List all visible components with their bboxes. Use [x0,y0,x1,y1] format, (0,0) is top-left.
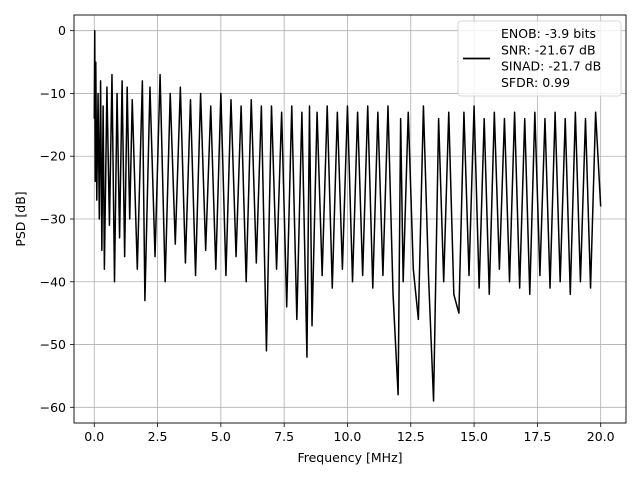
y-tick-label: −20 [40,149,66,164]
series-layer [93,29,602,402]
y-tick-label: −60 [40,400,66,415]
y-axis-label: PSD [dB] [13,191,28,246]
y-tick-label: −10 [40,86,66,101]
x-tick-label: 10.0 [334,429,362,444]
y-tick-label: −30 [40,212,66,227]
x-tick-label: 7.5 [274,429,294,444]
legend: ENOB: -3.9 bits SNR: -21.67 dB SINAD: -2… [457,20,622,97]
legend-entry-sinad: SINAD: -21.7 dB [501,59,601,74]
psd-series-line [93,29,602,402]
y-ticks: 0 −10 −20 −30 −40 −50 −60 [40,23,74,415]
legend-entry-enob: ENOB: -3.9 bits [501,26,596,41]
x-axis-label: Frequency [MHz] [297,450,402,465]
x-tick-label: 2.5 [148,429,168,444]
x-tick-label: 20.0 [587,429,615,444]
x-tick-label: 5.0 [211,429,231,444]
x-tick-label: 15.0 [460,429,488,444]
legend-entry-snr: SNR: -21.67 dB [501,42,596,57]
y-tick-label: −40 [40,274,66,289]
y-tick-label: 0 [58,23,66,38]
x-tick-label: 0.0 [84,429,104,444]
x-tick-label: 12.5 [397,429,425,444]
legend-box [457,20,622,97]
x-ticks: 0.0 2.5 5.0 7.5 10.0 12.5 15.0 17.5 20.0 [84,423,615,444]
legend-entry-sfdr: SFDR: 0.99 [501,75,570,90]
y-tick-label: −50 [40,337,66,352]
x-tick-label: 17.5 [523,429,551,444]
